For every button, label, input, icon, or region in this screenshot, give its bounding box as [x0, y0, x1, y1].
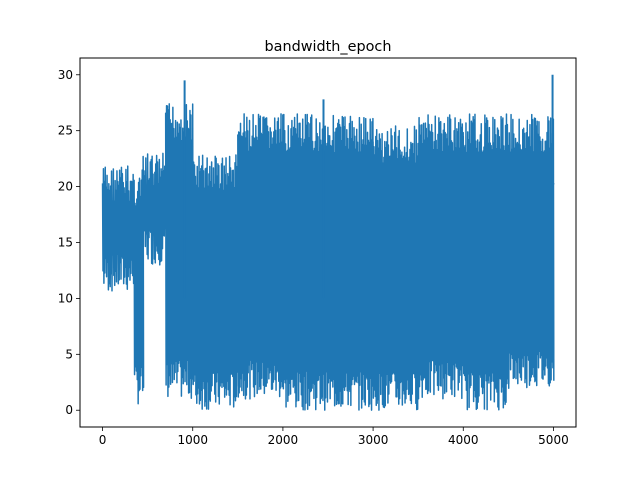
x-tick-label: 5000	[538, 433, 569, 447]
series-bandwidth-epoch	[101, 74, 555, 411]
y-axis: 0 5 10 15 20 25 30	[58, 68, 80, 417]
series-line	[101, 103, 555, 411]
y-tick-label: 15	[58, 236, 73, 250]
y-tick-label: 20	[58, 180, 73, 194]
x-tick-label: 4000	[448, 433, 479, 447]
x-tick-label: 3000	[358, 433, 389, 447]
y-tick-label: 5	[65, 347, 73, 361]
x-tick-label: 1000	[177, 433, 208, 447]
y-tick-label: 25	[58, 124, 73, 138]
y-tick-label: 30	[58, 68, 73, 82]
chart-title: bandwidth_epoch	[265, 39, 392, 55]
x-tick-label: 2000	[268, 433, 299, 447]
x-axis: 0 1000 2000 3000 4000 5000	[99, 427, 569, 447]
x-tick-label: 0	[99, 433, 107, 447]
plot-area	[101, 74, 555, 411]
y-tick-label: 10	[58, 291, 73, 305]
y-tick-label: 0	[65, 403, 73, 417]
